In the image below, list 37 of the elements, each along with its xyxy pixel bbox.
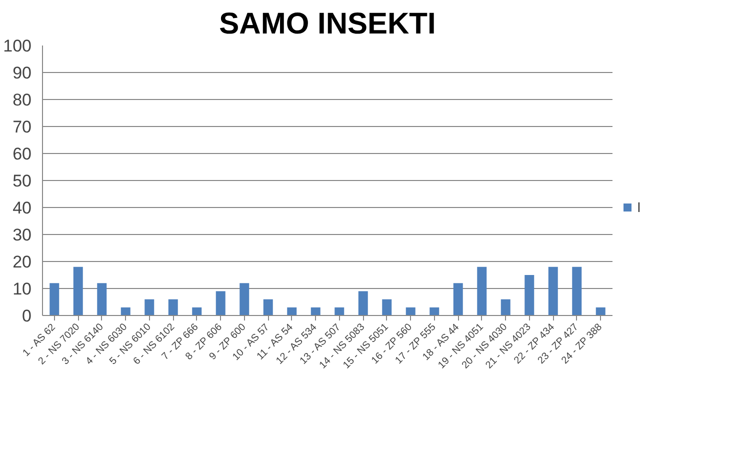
y-tick-label: 60 [12, 144, 32, 164]
y-tick-label: 10 [12, 280, 32, 298]
y-tick-label: 40 [12, 198, 32, 218]
bar [596, 307, 606, 316]
bar [120, 307, 130, 316]
bar [382, 299, 392, 316]
bar [406, 307, 416, 316]
bar [477, 266, 487, 316]
bar [524, 275, 534, 316]
bar [73, 266, 83, 316]
y-tick-label: 80 [12, 90, 32, 110]
bar [430, 307, 440, 316]
bar [310, 307, 320, 316]
bar [500, 299, 510, 316]
y-tick-label: 0 [22, 306, 32, 326]
bar [263, 299, 273, 316]
bar [216, 291, 226, 316]
bar [572, 266, 582, 316]
chart-title: SAMO INSEKTI [219, 8, 436, 40]
bar [50, 283, 60, 316]
y-tick-label: 90 [12, 64, 32, 82]
bar [287, 307, 297, 316]
bar [168, 299, 178, 316]
y-tick-label: 50 [12, 172, 32, 190]
legend-label: I [637, 199, 642, 215]
bar [334, 307, 344, 316]
bar [144, 299, 154, 316]
bar [453, 283, 463, 316]
bar [192, 307, 202, 316]
bar [97, 283, 107, 316]
y-tick-label: 70 [12, 118, 32, 136]
bar [240, 283, 250, 316]
y-tick-label: 20 [12, 252, 32, 272]
y-tick-label: 100 [3, 36, 32, 56]
bar [548, 266, 558, 316]
y-tick-label: 30 [12, 226, 32, 244]
bar [358, 291, 368, 316]
